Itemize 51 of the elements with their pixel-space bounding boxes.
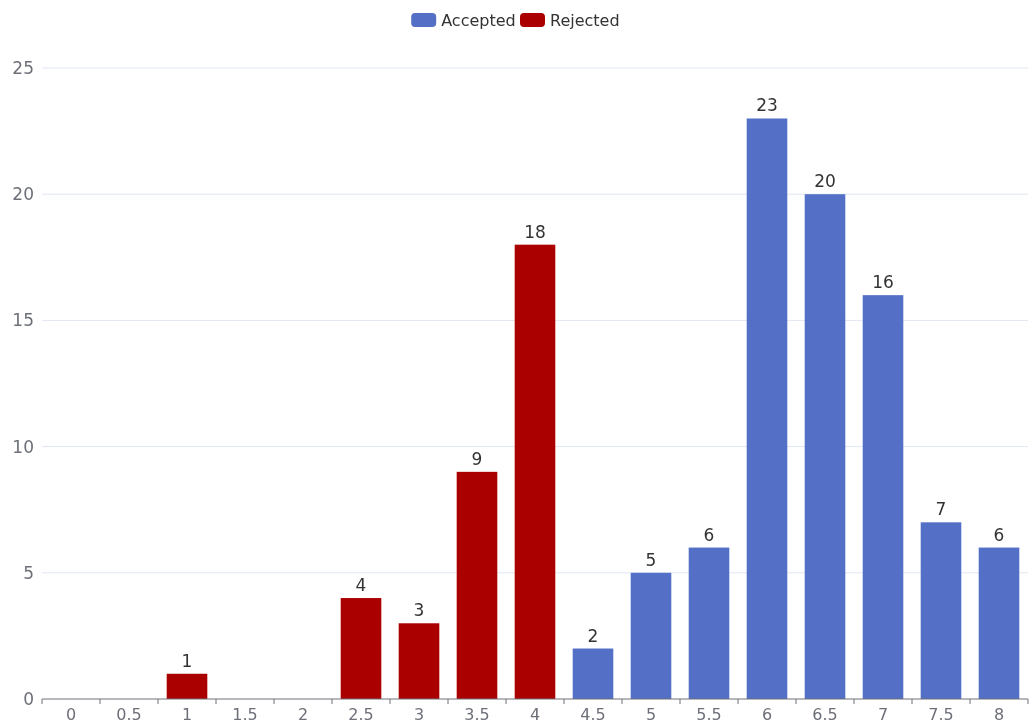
data-label: 5 [645, 549, 657, 570]
x-tick-label: 7.5 [928, 705, 954, 724]
data-label: 7 [935, 499, 947, 520]
data-label: 20 [814, 171, 836, 192]
x-tick-label: 6.5 [812, 705, 838, 724]
data-label: 9 [471, 448, 483, 469]
bar [340, 598, 382, 699]
x-tick-label: 2.5 [348, 705, 374, 724]
x-tick-label: 4.5 [580, 705, 606, 724]
x-tick-label: 1.5 [232, 705, 258, 724]
bar [456, 471, 498, 699]
x-tick-label: 1 [181, 705, 193, 724]
x-tick-label: 8 [993, 705, 1005, 724]
bar [746, 118, 788, 699]
bar [166, 673, 208, 699]
bar [920, 522, 962, 699]
legend-label: Rejected [550, 10, 620, 30]
x-tick-label: 3.5 [464, 705, 490, 724]
data-label: 4 [355, 575, 367, 596]
x-tick-label: 4 [529, 705, 541, 724]
data-label: 3 [413, 600, 425, 621]
bar [688, 547, 730, 699]
bar [978, 547, 1020, 699]
bar [804, 194, 846, 699]
y-tick-label: 5 [23, 562, 34, 583]
x-tick-label: 6 [761, 705, 773, 724]
data-label: 1 [181, 650, 193, 671]
bar [572, 648, 614, 699]
bar [862, 295, 904, 699]
x-tick-label: 2 [297, 705, 309, 724]
data-label: 23 [756, 95, 778, 116]
data-label: 6 [993, 524, 1005, 545]
y-tick-label: 10 [12, 436, 34, 457]
x-tick-label: 5.5 [696, 705, 722, 724]
bar [398, 623, 440, 699]
bar [630, 572, 672, 699]
data-label: 2 [587, 625, 599, 646]
data-label: 18 [524, 221, 546, 242]
x-tick-label: 3 [413, 705, 425, 724]
y-tick-label: 20 [12, 184, 34, 205]
legend-label: Accepted [441, 10, 516, 30]
x-tick-label: 0 [65, 705, 77, 724]
bar [514, 244, 556, 699]
y-tick-label: 0 [23, 688, 34, 709]
y-tick-label: 15 [12, 310, 34, 331]
data-label: 16 [872, 272, 894, 293]
x-tick-label: 5 [645, 705, 657, 724]
y-tick-label: 25 [12, 57, 34, 78]
x-tick-label: 0.5 [116, 705, 142, 724]
x-tick-label: 7 [877, 705, 889, 724]
data-label: 6 [703, 524, 715, 545]
